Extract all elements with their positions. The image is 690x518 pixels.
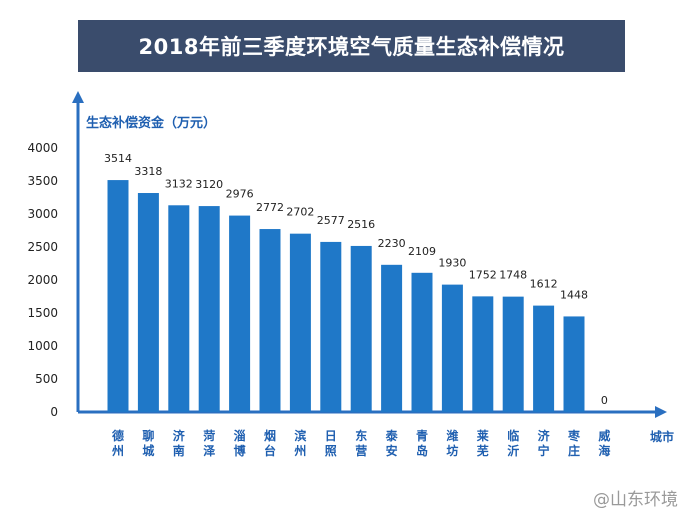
category-label: 滨 (294, 428, 306, 443)
x-axis-label: 城市 (650, 429, 674, 444)
category-label: 淄 (234, 428, 246, 443)
category-label: 坊 (446, 443, 458, 458)
category-label: 青 (416, 428, 428, 443)
data-label: 1930 (438, 257, 466, 270)
data-label: 1448 (560, 288, 588, 301)
bar (198, 206, 220, 412)
data-label: 2516 (347, 218, 375, 231)
data-label: 2109 (408, 245, 436, 258)
y-axis-arrow (72, 91, 84, 103)
y-tick-label: 4000 (27, 141, 58, 155)
y-tick-label: 3500 (27, 174, 58, 188)
bar (533, 305, 555, 412)
data-label: 0 (601, 394, 608, 407)
y-tick-label: 2000 (27, 273, 58, 287)
data-label: 3318 (134, 165, 162, 178)
bar (137, 193, 159, 412)
bar (350, 245, 372, 412)
x-axis-arrow (655, 406, 667, 418)
category-label: 博 (234, 443, 246, 458)
category-label: 东 (355, 428, 367, 443)
category-label: 台 (264, 443, 276, 458)
data-label: 2976 (226, 188, 254, 201)
y-tick-label: 1500 (27, 306, 58, 320)
category-label: 宁 (538, 443, 550, 458)
bar (229, 215, 251, 412)
category-label: 州 (111, 444, 124, 458)
category-label: 日 (325, 429, 337, 443)
bar (441, 284, 463, 412)
bar (320, 241, 342, 412)
y-tick-label: 1000 (27, 339, 58, 353)
bar (411, 272, 433, 412)
bar (502, 296, 524, 412)
category-label: 城 (142, 443, 154, 458)
chart-title: 2018年前三季度环境空气质量生态补偿情况 (78, 20, 625, 72)
category-label: 安 (386, 443, 398, 458)
category-label: 济 (538, 428, 551, 443)
category-label: 临 (507, 428, 519, 443)
y-tick-label: 500 (35, 372, 58, 386)
bar (259, 229, 281, 412)
category-label: 芜 (477, 443, 489, 458)
bar (289, 233, 311, 412)
category-label: 枣 (567, 428, 581, 443)
category-label: 沂 (507, 443, 519, 458)
data-label: 3132 (165, 177, 193, 190)
data-label: 3514 (104, 152, 132, 165)
data-label: 2577 (317, 214, 345, 227)
category-label: 泽 (203, 444, 215, 458)
category-label: 菏 (203, 428, 215, 443)
category-label: 莱 (477, 428, 489, 443)
y-tick-label: 0 (50, 405, 58, 419)
y-axis-label: 生态补偿资金（万元） (86, 115, 216, 131)
data-label: 2772 (256, 201, 284, 214)
category-label: 烟 (264, 429, 276, 443)
category-label: 泰 (385, 428, 399, 443)
category-label: 海 (598, 443, 610, 458)
bar (168, 205, 190, 412)
category-label: 德 (112, 428, 124, 443)
category-label: 聊 (142, 428, 154, 443)
category-label: 南 (173, 443, 185, 458)
y-tick-label: 2500 (27, 240, 58, 254)
category-label: 照 (325, 443, 337, 458)
data-label: 1748 (499, 269, 527, 282)
category-label: 济 (173, 428, 186, 443)
category-label: 庄 (568, 443, 580, 458)
data-label: 1752 (469, 268, 497, 281)
data-label: 2230 (378, 237, 406, 250)
y-tick-label: 3000 (27, 207, 58, 221)
bar (563, 316, 585, 412)
category-label: 潍 (445, 428, 458, 443)
category-label: 岛 (416, 443, 428, 458)
bar (472, 296, 494, 412)
category-label: 州 (293, 444, 306, 458)
watermark: @山东环境 (593, 490, 678, 510)
data-label: 1612 (530, 278, 558, 291)
data-label: 2702 (286, 206, 314, 219)
bar (107, 180, 129, 412)
category-label: 威 (598, 428, 610, 443)
bar (381, 264, 403, 412)
category-label: 营 (355, 443, 367, 458)
data-label: 3120 (195, 178, 223, 191)
